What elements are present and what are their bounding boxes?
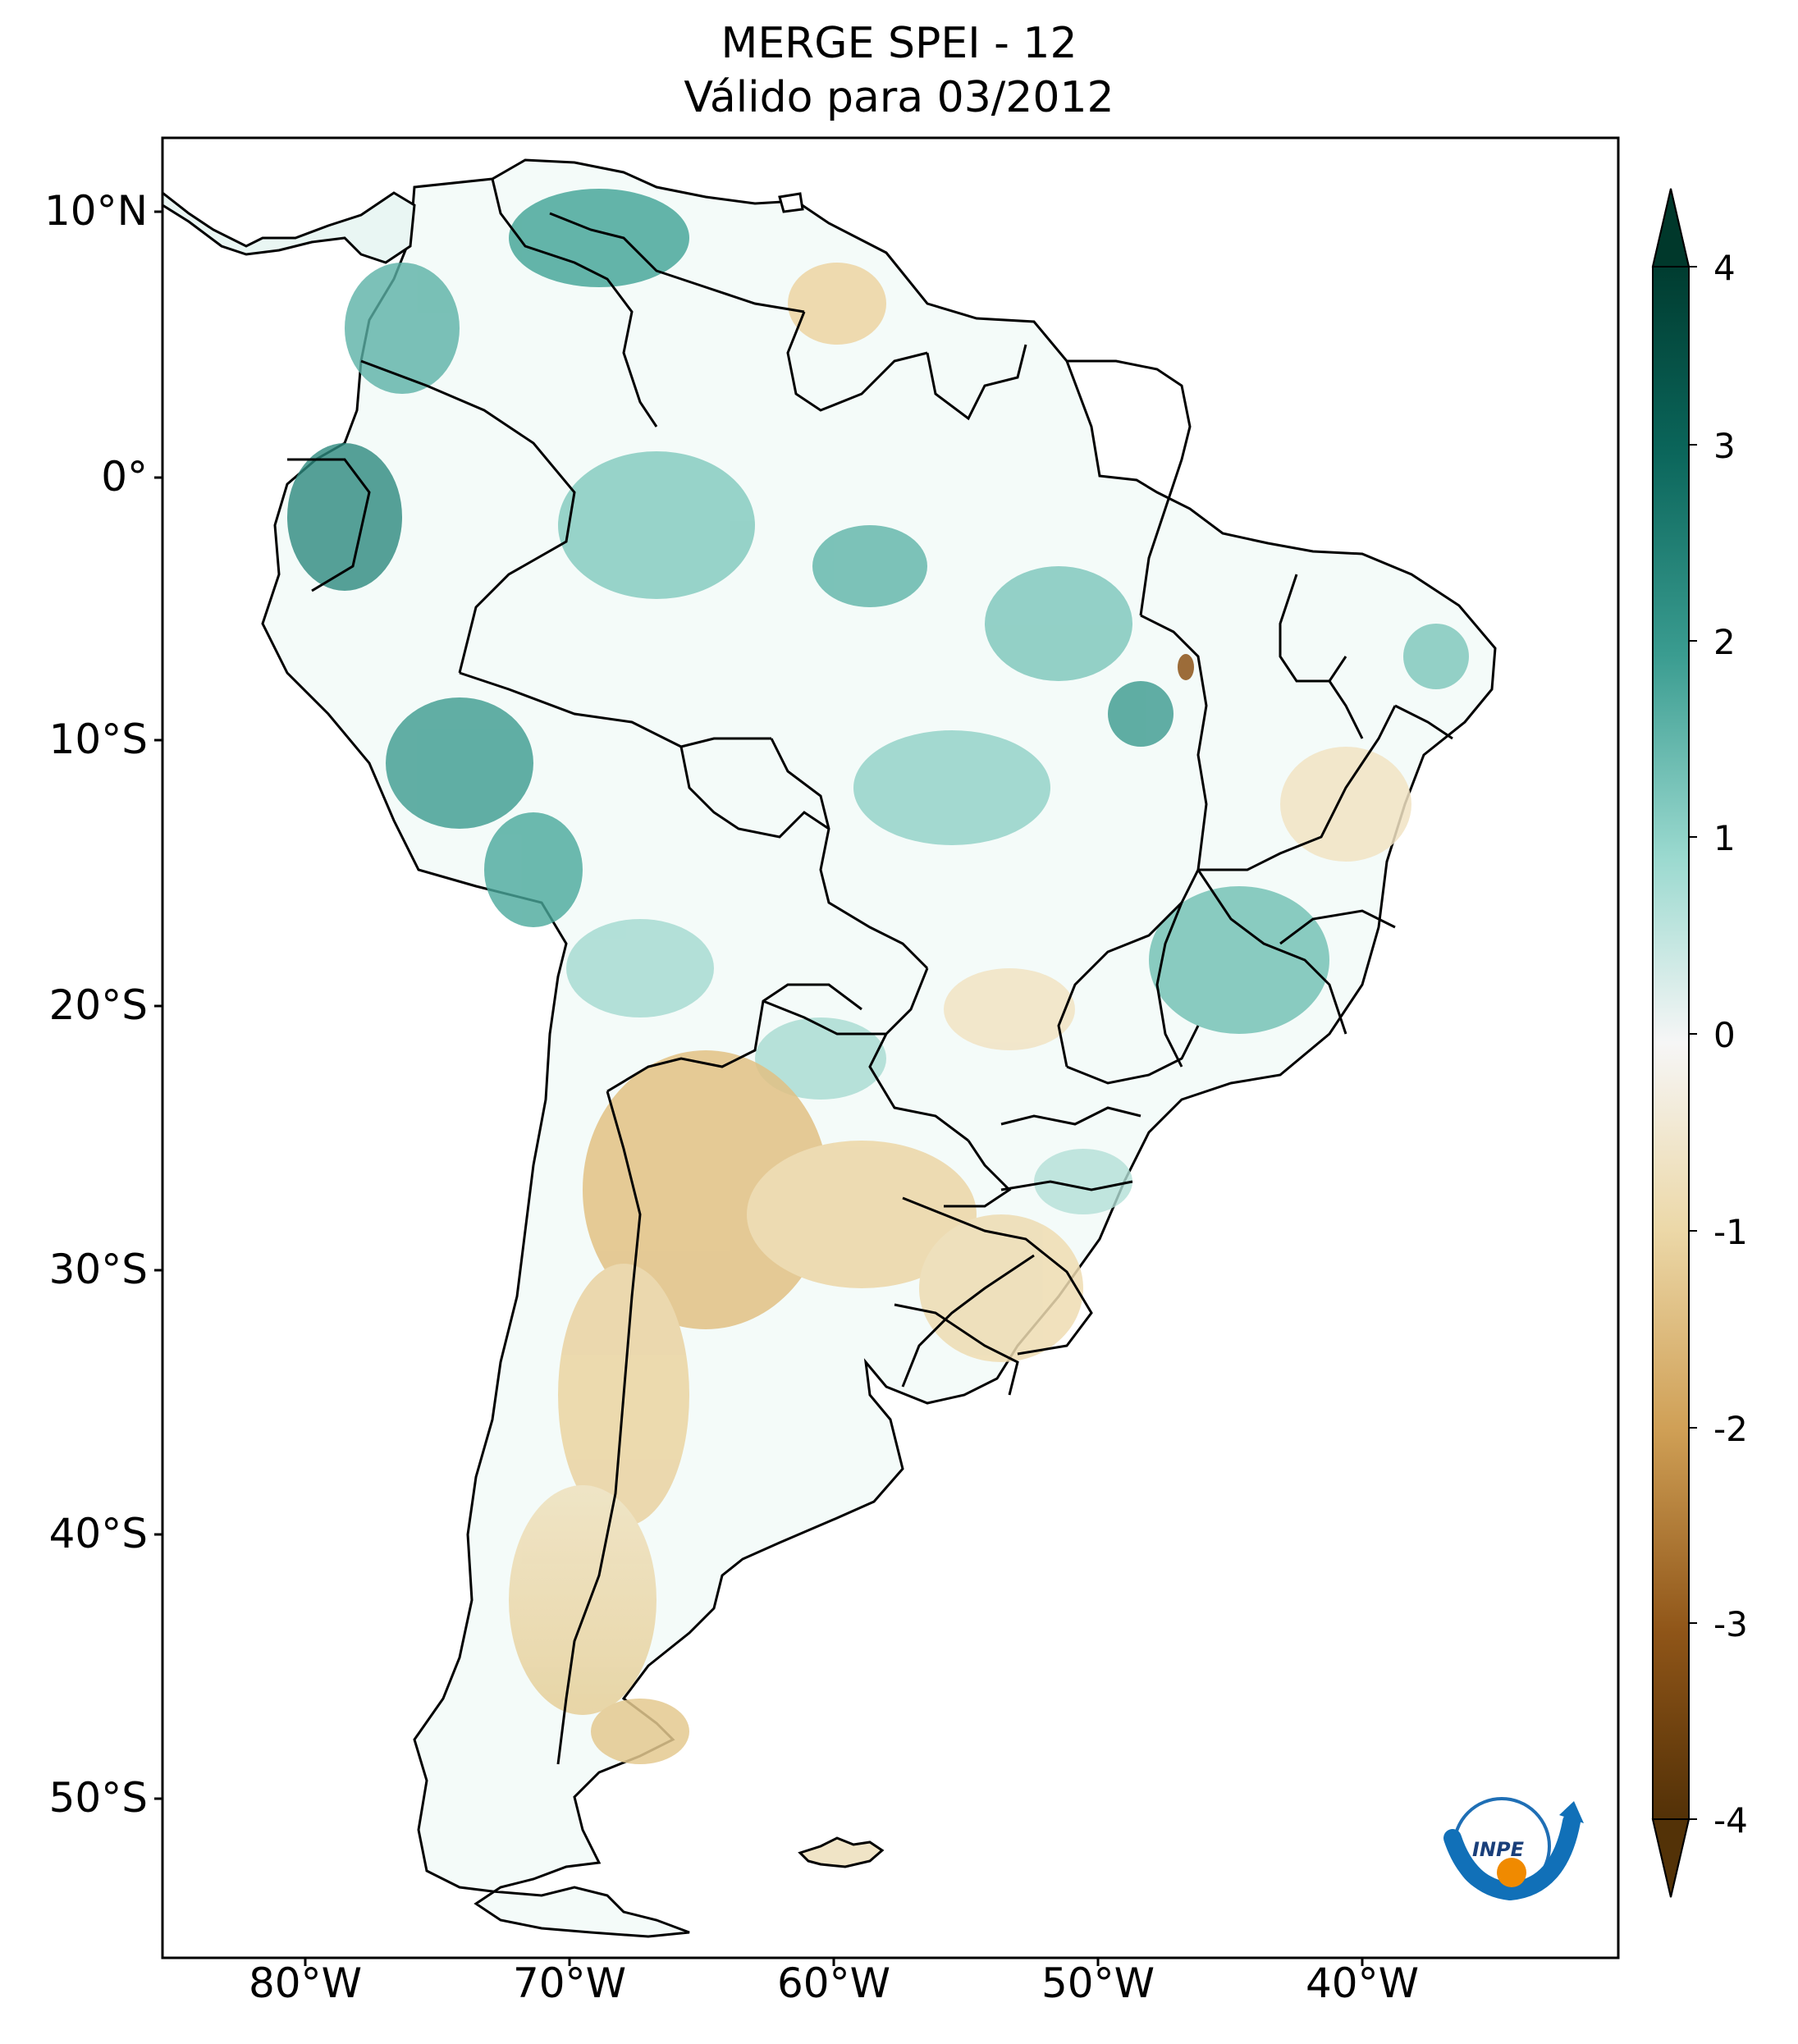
lon-label-60w: 60°W	[776, 1959, 891, 2007]
lon-label-80w: 80°W	[248, 1959, 363, 2007]
map-title: MERGE SPEI - 12	[721, 19, 1077, 68]
colorbar-gradient	[1653, 267, 1689, 1819]
trinidad-island	[778, 192, 804, 213]
inpe-logo: INPE	[1443, 1797, 1584, 1901]
colorbar-label: 2	[1713, 622, 1736, 662]
lat-label-50s: 50°S	[48, 1774, 148, 1822]
map-frame	[161, 136, 1620, 1959]
lat-label-30s: 30°S	[48, 1246, 148, 1293]
lat-label-10n: 10°N	[43, 187, 148, 235]
map-subtitle: Válido para 03/2012	[684, 73, 1114, 122]
colorbar-label: -2	[1713, 1409, 1748, 1449]
colorbar	[1651, 188, 1697, 1898]
colorbar-label: -1	[1713, 1212, 1748, 1252]
colorbar-label: -3	[1713, 1604, 1748, 1644]
colorbar-max-arrow	[1651, 188, 1690, 268]
lat-label-0: 0°	[101, 453, 148, 501]
continent-central-america	[162, 191, 416, 264]
lon-label-70w: 70°W	[512, 1959, 627, 2007]
lat-label-20s: 20°S	[48, 981, 148, 1029]
dry-anomalies	[509, 263, 1411, 1764]
svg-text:INPE: INPE	[1472, 1838, 1525, 1861]
lon-label-40w: 40°W	[1305, 1959, 1420, 2007]
axis-ticks	[154, 210, 1364, 1966]
colorbar-label: 1	[1713, 818, 1736, 858]
colorbar-min-arrow	[1651, 1818, 1690, 1898]
colorbar-label: 0	[1713, 1015, 1736, 1055]
wet-anomalies	[287, 189, 1469, 1214]
map-content	[162, 158, 1497, 1938]
lat-label-40s: 40°S	[48, 1510, 148, 1557]
lon-label-50w: 50°W	[1041, 1959, 1155, 2007]
colorbar-label: 4	[1713, 248, 1736, 288]
colorbar-label: -4	[1713, 1800, 1748, 1841]
colorbar-label: 3	[1713, 426, 1736, 466]
lat-label-10s: 10°S	[48, 716, 148, 763]
political-borders	[287, 178, 1453, 1765]
falkland-islands	[798, 1836, 885, 1868]
